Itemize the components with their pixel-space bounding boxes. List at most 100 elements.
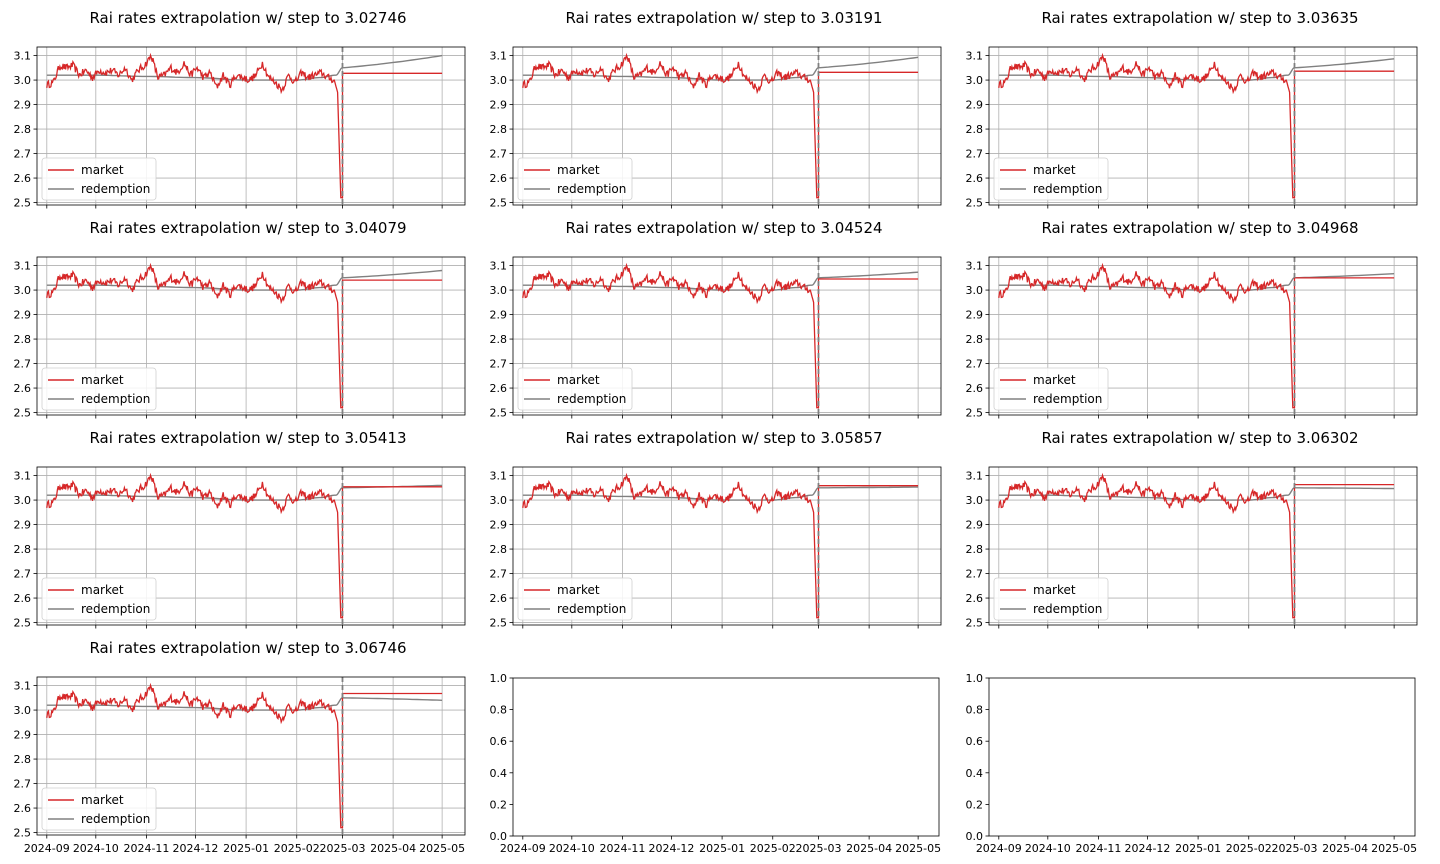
- y-tick-label: 3.1: [490, 470, 508, 483]
- chart-title: Rai rates extrapolation w/ step to 3.054…: [89, 429, 406, 447]
- y-tick-label: 2.5: [966, 407, 984, 420]
- x-tick-label: 2024-09: [24, 842, 70, 855]
- chart-panel-8: Rai rates extrapolation w/ step to 3.058…: [490, 429, 942, 630]
- legend-redemption-label: redemption: [557, 182, 626, 196]
- x-tick-label: 2025-05: [419, 842, 465, 855]
- y-tick-label: 2.9: [14, 309, 32, 322]
- legend-redemption-label: redemption: [1033, 392, 1102, 406]
- x-tick-label: 2025-02: [750, 842, 796, 855]
- y-tick-label: 2.8: [490, 123, 508, 136]
- y-tick-label: 2.5: [14, 407, 32, 420]
- y-tick-label: 2.7: [966, 148, 984, 161]
- chart-panel-5: Rai rates extrapolation w/ step to 3.045…: [490, 219, 942, 420]
- market-line: [46, 472, 443, 619]
- legend-redemption-label: redemption: [81, 812, 150, 826]
- y-tick-label: 3.0: [490, 494, 508, 507]
- y-tick-label: 2.5: [14, 197, 32, 210]
- y-tick-label: 2.5: [966, 197, 984, 210]
- legend: market redemption: [517, 367, 633, 411]
- legend: market redemption: [41, 577, 157, 621]
- y-tick-label: 2.6: [966, 382, 984, 395]
- y-tick-label: 0.8: [966, 704, 984, 717]
- y-tick-label: 2.7: [14, 778, 32, 791]
- plot-frame: [36, 256, 466, 416]
- chart-title: Rai rates extrapolation w/ step to 3.049…: [1041, 219, 1358, 237]
- chart-panel-7: Rai rates extrapolation w/ step to 3.054…: [14, 429, 466, 630]
- y-tick-label: 3.0: [490, 284, 508, 297]
- legend: market redemption: [41, 367, 157, 411]
- y-tick-label: 1.0: [966, 672, 984, 685]
- y-tick-label: 2.7: [490, 148, 508, 161]
- y-tick-label: 3.0: [14, 284, 32, 297]
- y-tick-label: 2.6: [14, 592, 32, 605]
- x-tick-label: 2025-03: [795, 842, 841, 855]
- x-tick-label: 2025-02: [1226, 842, 1272, 855]
- legend-market-label: market: [557, 163, 600, 177]
- legend-market-label: market: [557, 373, 600, 387]
- y-tick-label: 2.9: [490, 309, 508, 322]
- y-tick-label: 2.5: [490, 617, 508, 630]
- x-tick-label: 2025-01: [1175, 842, 1221, 855]
- market-line: [46, 682, 443, 829]
- redemption-line: [46, 269, 443, 291]
- x-tick-label: 2024-10: [1025, 842, 1071, 855]
- redemption-line: [522, 486, 919, 501]
- y-tick-label: 2.8: [490, 543, 508, 556]
- legend-redemption-label: redemption: [1033, 182, 1102, 196]
- y-tick-label: 3.1: [14, 260, 32, 273]
- plot-frame: [512, 677, 940, 837]
- y-tick-label: 3.0: [966, 284, 984, 297]
- y-tick-label: 0.6: [490, 735, 508, 748]
- y-tick-label: 3.0: [14, 74, 32, 87]
- market-line: [46, 52, 443, 199]
- market-line: [998, 262, 1395, 409]
- market-line: [998, 52, 1395, 199]
- y-tick-label: 2.5: [14, 827, 32, 840]
- y-tick-label: 2.9: [490, 519, 508, 532]
- legend-market-label: market: [1033, 583, 1076, 597]
- x-tick-label: 2025-05: [895, 842, 941, 855]
- legend-redemption-label: redemption: [557, 392, 626, 406]
- y-tick-label: 0.2: [966, 798, 984, 811]
- plot-frame: [988, 256, 1418, 416]
- x-tick-label: 2025-03: [1271, 842, 1317, 855]
- plot-frame: [988, 466, 1418, 626]
- y-tick-label: 2.8: [966, 123, 984, 136]
- x-tick-label: 2024-11: [599, 842, 645, 855]
- y-tick-label: 2.6: [14, 382, 32, 395]
- y-tick-label: 3.1: [490, 260, 508, 273]
- legend: market redemption: [993, 367, 1109, 411]
- y-tick-label: 3.0: [14, 494, 32, 507]
- x-tick-label: 2025-01: [699, 842, 745, 855]
- y-tick-label: 2.5: [14, 617, 32, 630]
- plot-frame: [988, 677, 1416, 837]
- redemption-line: [998, 487, 1395, 501]
- chart-title: Rai rates extrapolation w/ step to 3.031…: [565, 9, 882, 27]
- legend-market-label: market: [81, 583, 124, 597]
- y-tick-label: 1.0: [490, 672, 508, 685]
- y-tick-label: 2.8: [14, 333, 32, 346]
- legend: market redemption: [517, 157, 633, 201]
- market-line: [522, 472, 919, 619]
- plot-frame: [988, 46, 1418, 206]
- x-tick-label: 2025-03: [319, 842, 365, 855]
- legend: market redemption: [993, 577, 1109, 621]
- chart-title: Rai rates extrapolation w/ step to 3.040…: [89, 219, 406, 237]
- x-tick-label: 2024-12: [172, 842, 218, 855]
- y-tick-label: 2.6: [14, 802, 32, 815]
- y-tick-label: 2.8: [966, 543, 984, 556]
- y-tick-label: 3.0: [490, 74, 508, 87]
- y-tick-label: 2.7: [14, 148, 32, 161]
- chart-panel-9: Rai rates extrapolation w/ step to 3.063…: [966, 429, 1418, 630]
- legend-market-label: market: [1033, 163, 1076, 177]
- y-tick-label: 3.1: [966, 470, 984, 483]
- y-tick-label: 3.1: [966, 260, 984, 273]
- plot-frame: [512, 46, 942, 206]
- chart-panel-10: Rai rates extrapolation w/ step to 3.067…: [14, 639, 466, 855]
- y-tick-label: 2.9: [14, 729, 32, 742]
- y-tick-label: 2.7: [966, 568, 984, 581]
- y-tick-label: 2.5: [966, 617, 984, 630]
